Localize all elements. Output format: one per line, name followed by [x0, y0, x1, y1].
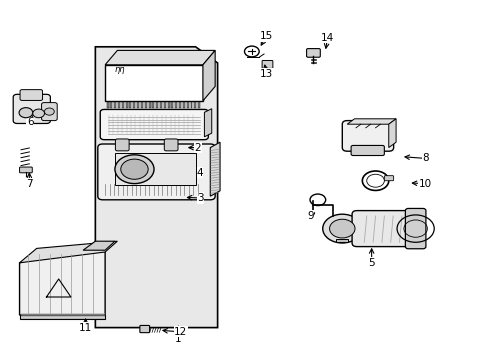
- FancyBboxPatch shape: [20, 167, 32, 173]
- Bar: [194, 102, 196, 108]
- FancyBboxPatch shape: [351, 211, 417, 247]
- Bar: [160, 102, 162, 108]
- FancyBboxPatch shape: [164, 139, 178, 151]
- Polygon shape: [20, 241, 117, 263]
- Text: 4: 4: [196, 168, 203, 178]
- Text: 15: 15: [259, 31, 273, 41]
- Text: 1: 1: [175, 334, 182, 344]
- Circle shape: [329, 219, 354, 238]
- FancyBboxPatch shape: [98, 144, 215, 200]
- Circle shape: [322, 214, 361, 243]
- FancyBboxPatch shape: [115, 139, 129, 151]
- Bar: [125, 102, 127, 108]
- Bar: [179, 102, 181, 108]
- Bar: [163, 102, 165, 108]
- FancyBboxPatch shape: [350, 145, 384, 156]
- FancyBboxPatch shape: [13, 94, 50, 123]
- Circle shape: [115, 155, 154, 184]
- Polygon shape: [20, 315, 105, 319]
- Bar: [114, 102, 116, 108]
- FancyBboxPatch shape: [342, 121, 393, 151]
- Polygon shape: [203, 50, 215, 101]
- Circle shape: [19, 108, 33, 118]
- Polygon shape: [105, 65, 203, 101]
- Bar: [167, 102, 169, 108]
- Text: 9: 9: [306, 211, 313, 221]
- Text: 6: 6: [27, 117, 34, 127]
- Bar: [133, 102, 135, 108]
- Bar: [156, 102, 158, 108]
- Text: 13: 13: [259, 69, 273, 79]
- FancyBboxPatch shape: [306, 49, 320, 57]
- Circle shape: [44, 108, 54, 115]
- FancyBboxPatch shape: [20, 90, 42, 100]
- Bar: [118, 102, 120, 108]
- Bar: [175, 102, 177, 108]
- Text: 3: 3: [197, 193, 203, 203]
- Bar: [110, 102, 112, 108]
- Bar: [122, 102, 123, 108]
- Text: 12: 12: [174, 327, 187, 337]
- FancyBboxPatch shape: [384, 176, 393, 181]
- FancyBboxPatch shape: [41, 103, 57, 121]
- FancyBboxPatch shape: [405, 208, 425, 249]
- Bar: [129, 102, 131, 108]
- Bar: [186, 102, 188, 108]
- Bar: [144, 102, 146, 108]
- Bar: [152, 102, 154, 108]
- Polygon shape: [83, 241, 115, 250]
- Bar: [141, 102, 142, 108]
- Polygon shape: [210, 142, 220, 196]
- Text: 2: 2: [194, 143, 201, 153]
- Circle shape: [121, 159, 148, 179]
- Text: 7: 7: [26, 179, 33, 189]
- Polygon shape: [105, 50, 215, 65]
- FancyBboxPatch shape: [140, 325, 149, 333]
- Text: ηη: ηη: [115, 65, 125, 74]
- Polygon shape: [204, 109, 211, 137]
- Bar: [183, 102, 184, 108]
- Circle shape: [33, 109, 44, 118]
- Bar: [198, 102, 200, 108]
- Bar: [171, 102, 173, 108]
- Text: 14: 14: [320, 33, 334, 43]
- Bar: [137, 102, 139, 108]
- Bar: [115, 153, 195, 185]
- Polygon shape: [388, 119, 395, 148]
- Bar: [106, 102, 108, 108]
- Polygon shape: [20, 245, 105, 315]
- Bar: [190, 102, 192, 108]
- Text: 11: 11: [79, 323, 92, 333]
- FancyBboxPatch shape: [100, 109, 208, 140]
- Text: 8: 8: [421, 153, 428, 163]
- Polygon shape: [346, 119, 395, 124]
- Bar: [148, 102, 150, 108]
- Polygon shape: [95, 47, 217, 328]
- Text: 10: 10: [418, 179, 431, 189]
- Text: 5: 5: [367, 258, 374, 268]
- FancyBboxPatch shape: [262, 60, 272, 68]
- Bar: [336, 239, 347, 242]
